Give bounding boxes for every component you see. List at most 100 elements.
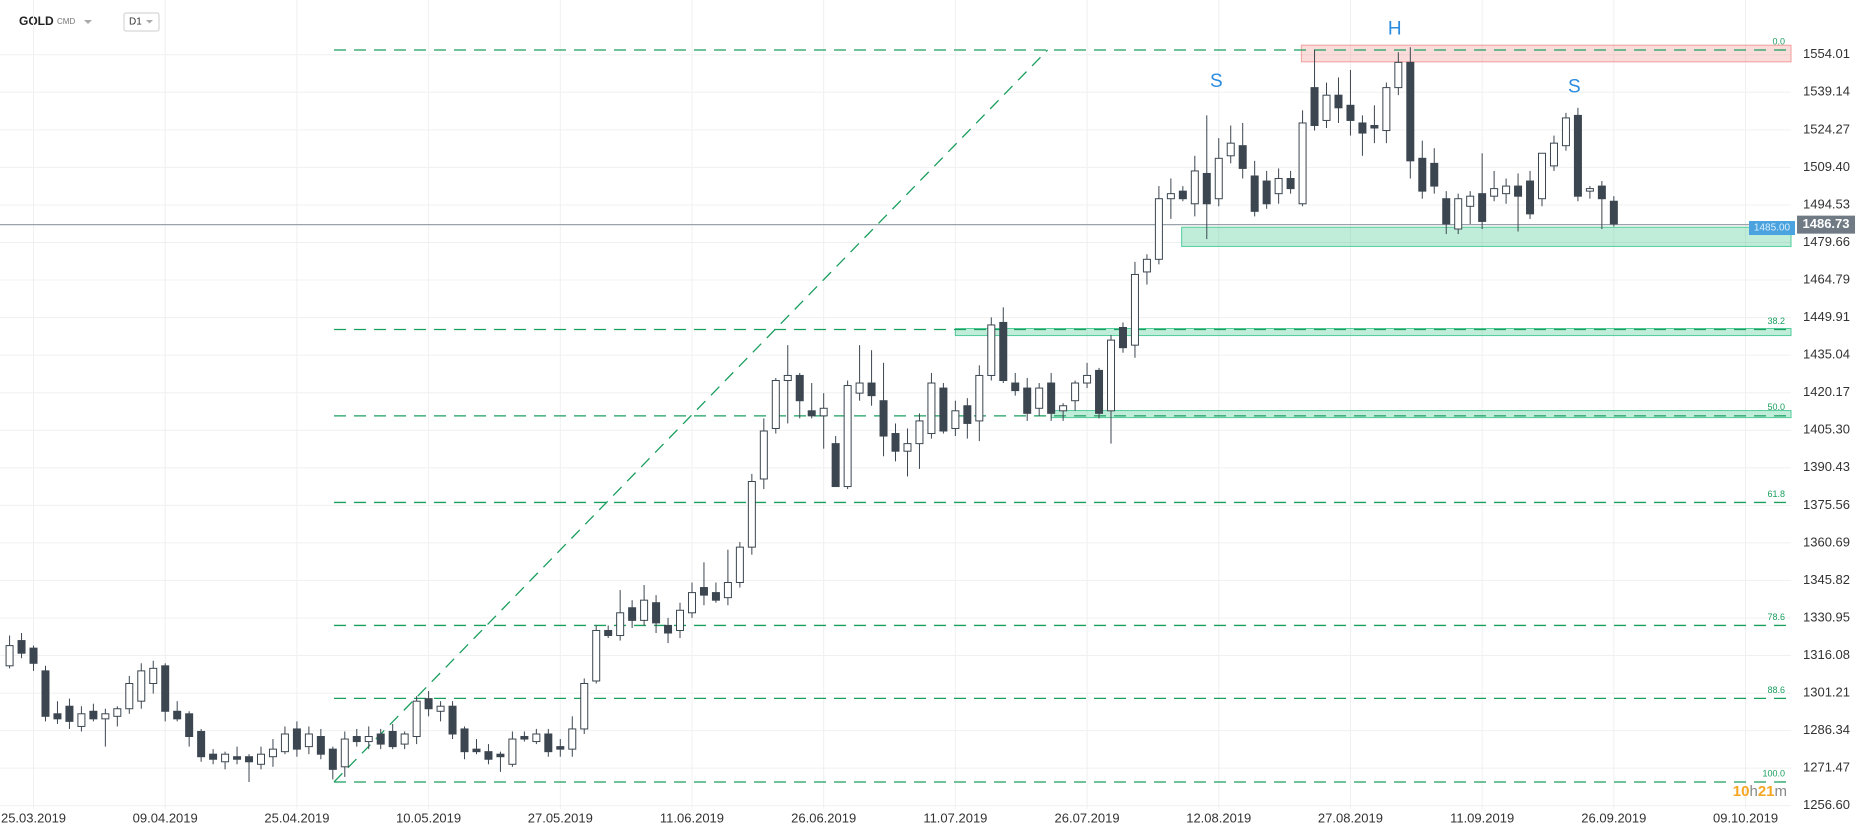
candle-body <box>1035 387 1044 409</box>
candle-body <box>185 713 194 738</box>
x-tick-label: 25.03.2019 <box>1 810 66 825</box>
candle-body <box>400 733 409 745</box>
candle-body <box>652 602 661 624</box>
candle-body <box>484 751 493 760</box>
candle-body <box>1130 273 1139 346</box>
countdown-part: 10 <box>1733 783 1750 800</box>
candle-body <box>520 736 529 740</box>
fib-level-label: 100.0 <box>1762 768 1785 778</box>
x-tick-label: 11.09.2019 <box>1450 810 1514 825</box>
candle-body <box>759 430 768 480</box>
candle-body <box>1370 124 1379 129</box>
y-tick-label: 1494.53 <box>1803 196 1850 211</box>
candle-body <box>723 581 732 599</box>
candle-body <box>879 400 888 437</box>
candle-body <box>771 380 780 429</box>
candle-body <box>436 705 445 712</box>
countdown-part: 21 <box>1758 783 1775 800</box>
candle-body <box>1262 180 1271 205</box>
candle-body <box>616 612 625 637</box>
market-caret[interactable] <box>84 20 92 24</box>
candle-body <box>41 670 50 717</box>
candle-body <box>1585 188 1594 192</box>
candle-body <box>245 756 254 763</box>
candle-body <box>1394 61 1403 89</box>
candle-body <box>1478 193 1487 222</box>
price-label: 1485.00 <box>1754 223 1791 234</box>
candle-body <box>1346 104 1355 121</box>
x-tick-label: 11.07.2019 <box>923 810 987 825</box>
candle-body <box>580 682 589 730</box>
candle-body <box>819 407 828 417</box>
y-tick-label: 1360.69 <box>1803 534 1850 549</box>
candle-body <box>1011 382 1020 392</box>
x-tick-label: 09.04.2019 <box>133 810 198 825</box>
candle-body <box>77 713 86 727</box>
candle-body <box>17 640 26 654</box>
candle-body <box>1454 198 1463 230</box>
x-tick-label: 25.04.2019 <box>264 810 329 825</box>
candle-body <box>999 321 1008 382</box>
candle-body <box>496 753 505 758</box>
interval-select[interactable] <box>123 12 160 32</box>
candle-body <box>963 405 972 424</box>
candle-body <box>604 629 613 637</box>
x-tick-label: 27.05.2019 <box>528 810 593 825</box>
candle-body <box>1406 61 1415 162</box>
pattern-label: S <box>1210 71 1223 92</box>
candle-body <box>1047 382 1056 414</box>
candle-body <box>221 753 230 763</box>
candle-body <box>304 733 313 748</box>
candle-body <box>1190 170 1199 205</box>
candle-body <box>664 624 673 634</box>
candle-body <box>831 443 840 488</box>
candle-body <box>472 748 481 753</box>
candle-body <box>173 710 182 720</box>
candle-body <box>460 728 469 753</box>
candle-body <box>233 756 242 760</box>
candle-body <box>1142 258 1151 273</box>
candle-body <box>687 592 696 614</box>
y-tick-label: 1435.04 <box>1803 347 1850 362</box>
candle-body <box>1095 369 1104 414</box>
candle-body <box>125 682 134 710</box>
candle-body <box>53 713 62 720</box>
y-tick-label: 1405.30 <box>1803 422 1850 437</box>
candle-body <box>987 324 996 376</box>
fib-level-label: 50.0 <box>1767 402 1785 412</box>
candle-body <box>1430 162 1439 187</box>
y-tick-label: 1271.47 <box>1803 760 1850 775</box>
y-tick-label: 1539.14 <box>1803 84 1850 99</box>
fib-level-label: 78.6 <box>1767 612 1785 622</box>
symbol: GOLD <box>19 14 54 28</box>
interval: D1 <box>129 17 142 28</box>
market: CMD <box>57 17 75 26</box>
candle-body <box>1226 142 1235 157</box>
candle-body <box>1178 190 1187 200</box>
candle-body <box>1358 122 1367 134</box>
y-tick-label: 1316.08 <box>1803 647 1850 662</box>
y-tick-label: 1375.56 <box>1803 497 1850 512</box>
candles <box>5 47 1618 782</box>
y-tick-label: 1554.01 <box>1803 46 1850 61</box>
pattern-label: H <box>1388 19 1402 40</box>
x-tick-label: 10.05.2019 <box>396 810 461 825</box>
candle-body <box>1214 157 1223 200</box>
candle-body <box>1609 200 1618 225</box>
candle-body <box>209 753 218 760</box>
candle-body <box>29 647 38 664</box>
x-tick-label: 27.08.2019 <box>1318 810 1383 825</box>
candle-body <box>65 705 74 722</box>
candle-body <box>795 374 804 402</box>
x-tick-label: 26.06.2019 <box>791 810 856 825</box>
candle-body <box>89 710 98 720</box>
candle-body <box>735 546 744 583</box>
countdown-part: m <box>1775 783 1788 800</box>
candle-body <box>1274 178 1283 195</box>
candle-body <box>1382 87 1391 132</box>
last-price-box <box>1797 215 1856 234</box>
candle-body <box>544 733 553 753</box>
candle-body <box>1418 157 1427 192</box>
candle-body <box>1202 172 1211 205</box>
